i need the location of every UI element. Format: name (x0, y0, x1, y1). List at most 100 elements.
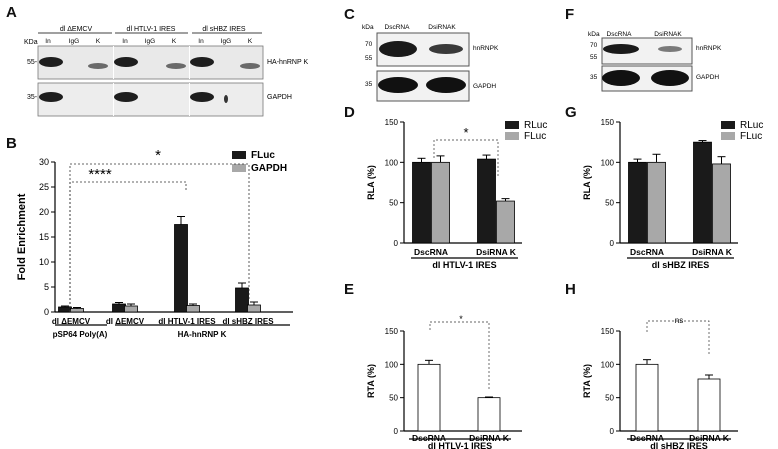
bar (647, 161, 666, 244)
chart-h: 0 50 100 150 RTA (%) DscRNA DsiRNA Kdl sHBZ IR… (582, 316, 738, 449)
bar (124, 305, 138, 313)
kda-label-f: kDa (588, 31, 600, 38)
marker: 55 (365, 55, 373, 62)
y-axis-label: RTA (%) (582, 364, 592, 398)
y-tick-label: 100 (601, 158, 615, 167)
x-axis-label: dl HTLV-1 IRES (432, 260, 496, 270)
panel-letter-a: A (6, 4, 17, 21)
marker: 35 (365, 81, 373, 88)
band (190, 92, 214, 102)
band (603, 44, 639, 54)
y-tick-label: 150 (385, 118, 399, 127)
y-tick-label: 30 (39, 157, 49, 167)
blot-a: KDa dl ΔEMCV dl HTLV-1 IRES dl sHBZ IRES… (24, 26, 308, 117)
bar (174, 224, 188, 313)
x-axis-label: dl sHBZ IRES (650, 441, 708, 449)
y-tick-label: 100 (385, 158, 399, 167)
bar (112, 303, 126, 313)
x-axis-label: dl HTLV-1 IRES (428, 441, 492, 449)
band (190, 57, 214, 67)
lane-label: IgG (221, 38, 231, 45)
kda-label-c: kDa (362, 24, 374, 31)
sig-bracket-stars (69, 181, 187, 312)
y-tick-label: 50 (389, 394, 398, 403)
lane-label: K (96, 38, 101, 45)
bar (477, 158, 496, 244)
category-label: dl sHBZ IRES (222, 317, 274, 326)
y-tick-label: 100 (385, 360, 399, 369)
legend-label: FLuc (524, 131, 546, 142)
band (39, 57, 63, 67)
category-label: DscRNA (630, 433, 664, 443)
band-label-hnrnpk-a: HA-hnRNP K (267, 59, 308, 66)
y-axis-label: RLA (%) (366, 165, 376, 200)
y-tick-label: 150 (601, 118, 615, 127)
bar (635, 363, 659, 432)
y-tick-label: 0 (394, 427, 399, 436)
bar (70, 308, 84, 313)
panel-letter-c: C (344, 6, 355, 23)
panel-letter-b: B (6, 135, 17, 152)
bar (693, 141, 712, 244)
sig-bracket-d (433, 139, 499, 176)
panel-letter-h: H (565, 281, 576, 298)
y-tick-label: 15 (39, 232, 49, 242)
y-tick-label: 50 (389, 199, 398, 208)
y-tick-label: 0 (44, 307, 49, 317)
marker-55-a: 55- (27, 59, 38, 66)
bar (417, 363, 441, 432)
chart-d: 0 50 100 150 RLA (%) DscRNA DsiRNA K dl HTLV-1 … (366, 118, 547, 270)
chart-g: 0 50 100 150 RLA (%) DscRNA DsiRNA K dl sHBZ IR… (582, 118, 763, 270)
y-tick-label: 0 (394, 239, 399, 248)
legend-swatch (505, 121, 519, 129)
band-label-gapdh-c: GAPDH (473, 83, 496, 90)
marker-35-a: 35- (27, 94, 38, 101)
x-axis-label: dl sHBZ IRES (652, 260, 710, 270)
group-label-hnrnpk: HA-hnRNP K (178, 330, 227, 339)
bar (235, 287, 249, 313)
sig-star-d: * (463, 125, 468, 140)
legend-swatch (721, 132, 735, 140)
y-tick-label: 0 (610, 239, 615, 248)
lane-label: K (172, 38, 177, 45)
sig-ns-h: ns (675, 316, 683, 325)
group-label-emcv: dl ΔEMCV (60, 26, 93, 33)
band (602, 70, 640, 86)
legend-swatch (232, 164, 246, 172)
bar (477, 397, 501, 432)
blot-strip-bottom (37, 82, 264, 117)
category-label: DsiRNA K (476, 247, 517, 257)
band (114, 92, 138, 102)
group-label-htlv: dl HTLV-1 IRES (127, 26, 176, 33)
band (88, 63, 108, 69)
band (166, 63, 186, 69)
bar (431, 161, 450, 244)
marker: 35 (590, 74, 598, 81)
marker: 70 (590, 42, 598, 49)
bar (247, 304, 261, 313)
category-label: dl ΔEMCV (106, 317, 145, 326)
lane-label: In (198, 38, 204, 45)
band (378, 77, 418, 93)
lane-label: DsiRNAK (428, 24, 456, 31)
band-label-hnrnpk-c: hnRNPK (473, 45, 499, 52)
lane-label: In (122, 38, 128, 45)
bar (697, 378, 721, 432)
lane-label: DsiRNAK (654, 31, 682, 38)
lane-label: In (45, 38, 51, 45)
blot-strip-top (37, 45, 264, 80)
band (429, 44, 463, 54)
band (658, 46, 682, 52)
legend-label: RLuc (524, 120, 547, 131)
y-tick-label: 150 (601, 327, 615, 336)
panel-letter-d: D (344, 104, 355, 121)
y-tick-label: 50 (605, 199, 614, 208)
sig-bracket-star (69, 163, 250, 312)
panel-letter-g: G (565, 104, 577, 121)
chart-e: 0 50 100 150 RTA (%) DscRNA DsiRNA Kdl HTLV-1 … (366, 314, 522, 449)
band (224, 95, 228, 103)
bar (412, 161, 431, 244)
y-axis-label: RLA (%) (582, 165, 592, 200)
group-label-psp64: pSP64 Poly(A) (53, 330, 108, 339)
y-tick-label: 5 (44, 282, 49, 292)
